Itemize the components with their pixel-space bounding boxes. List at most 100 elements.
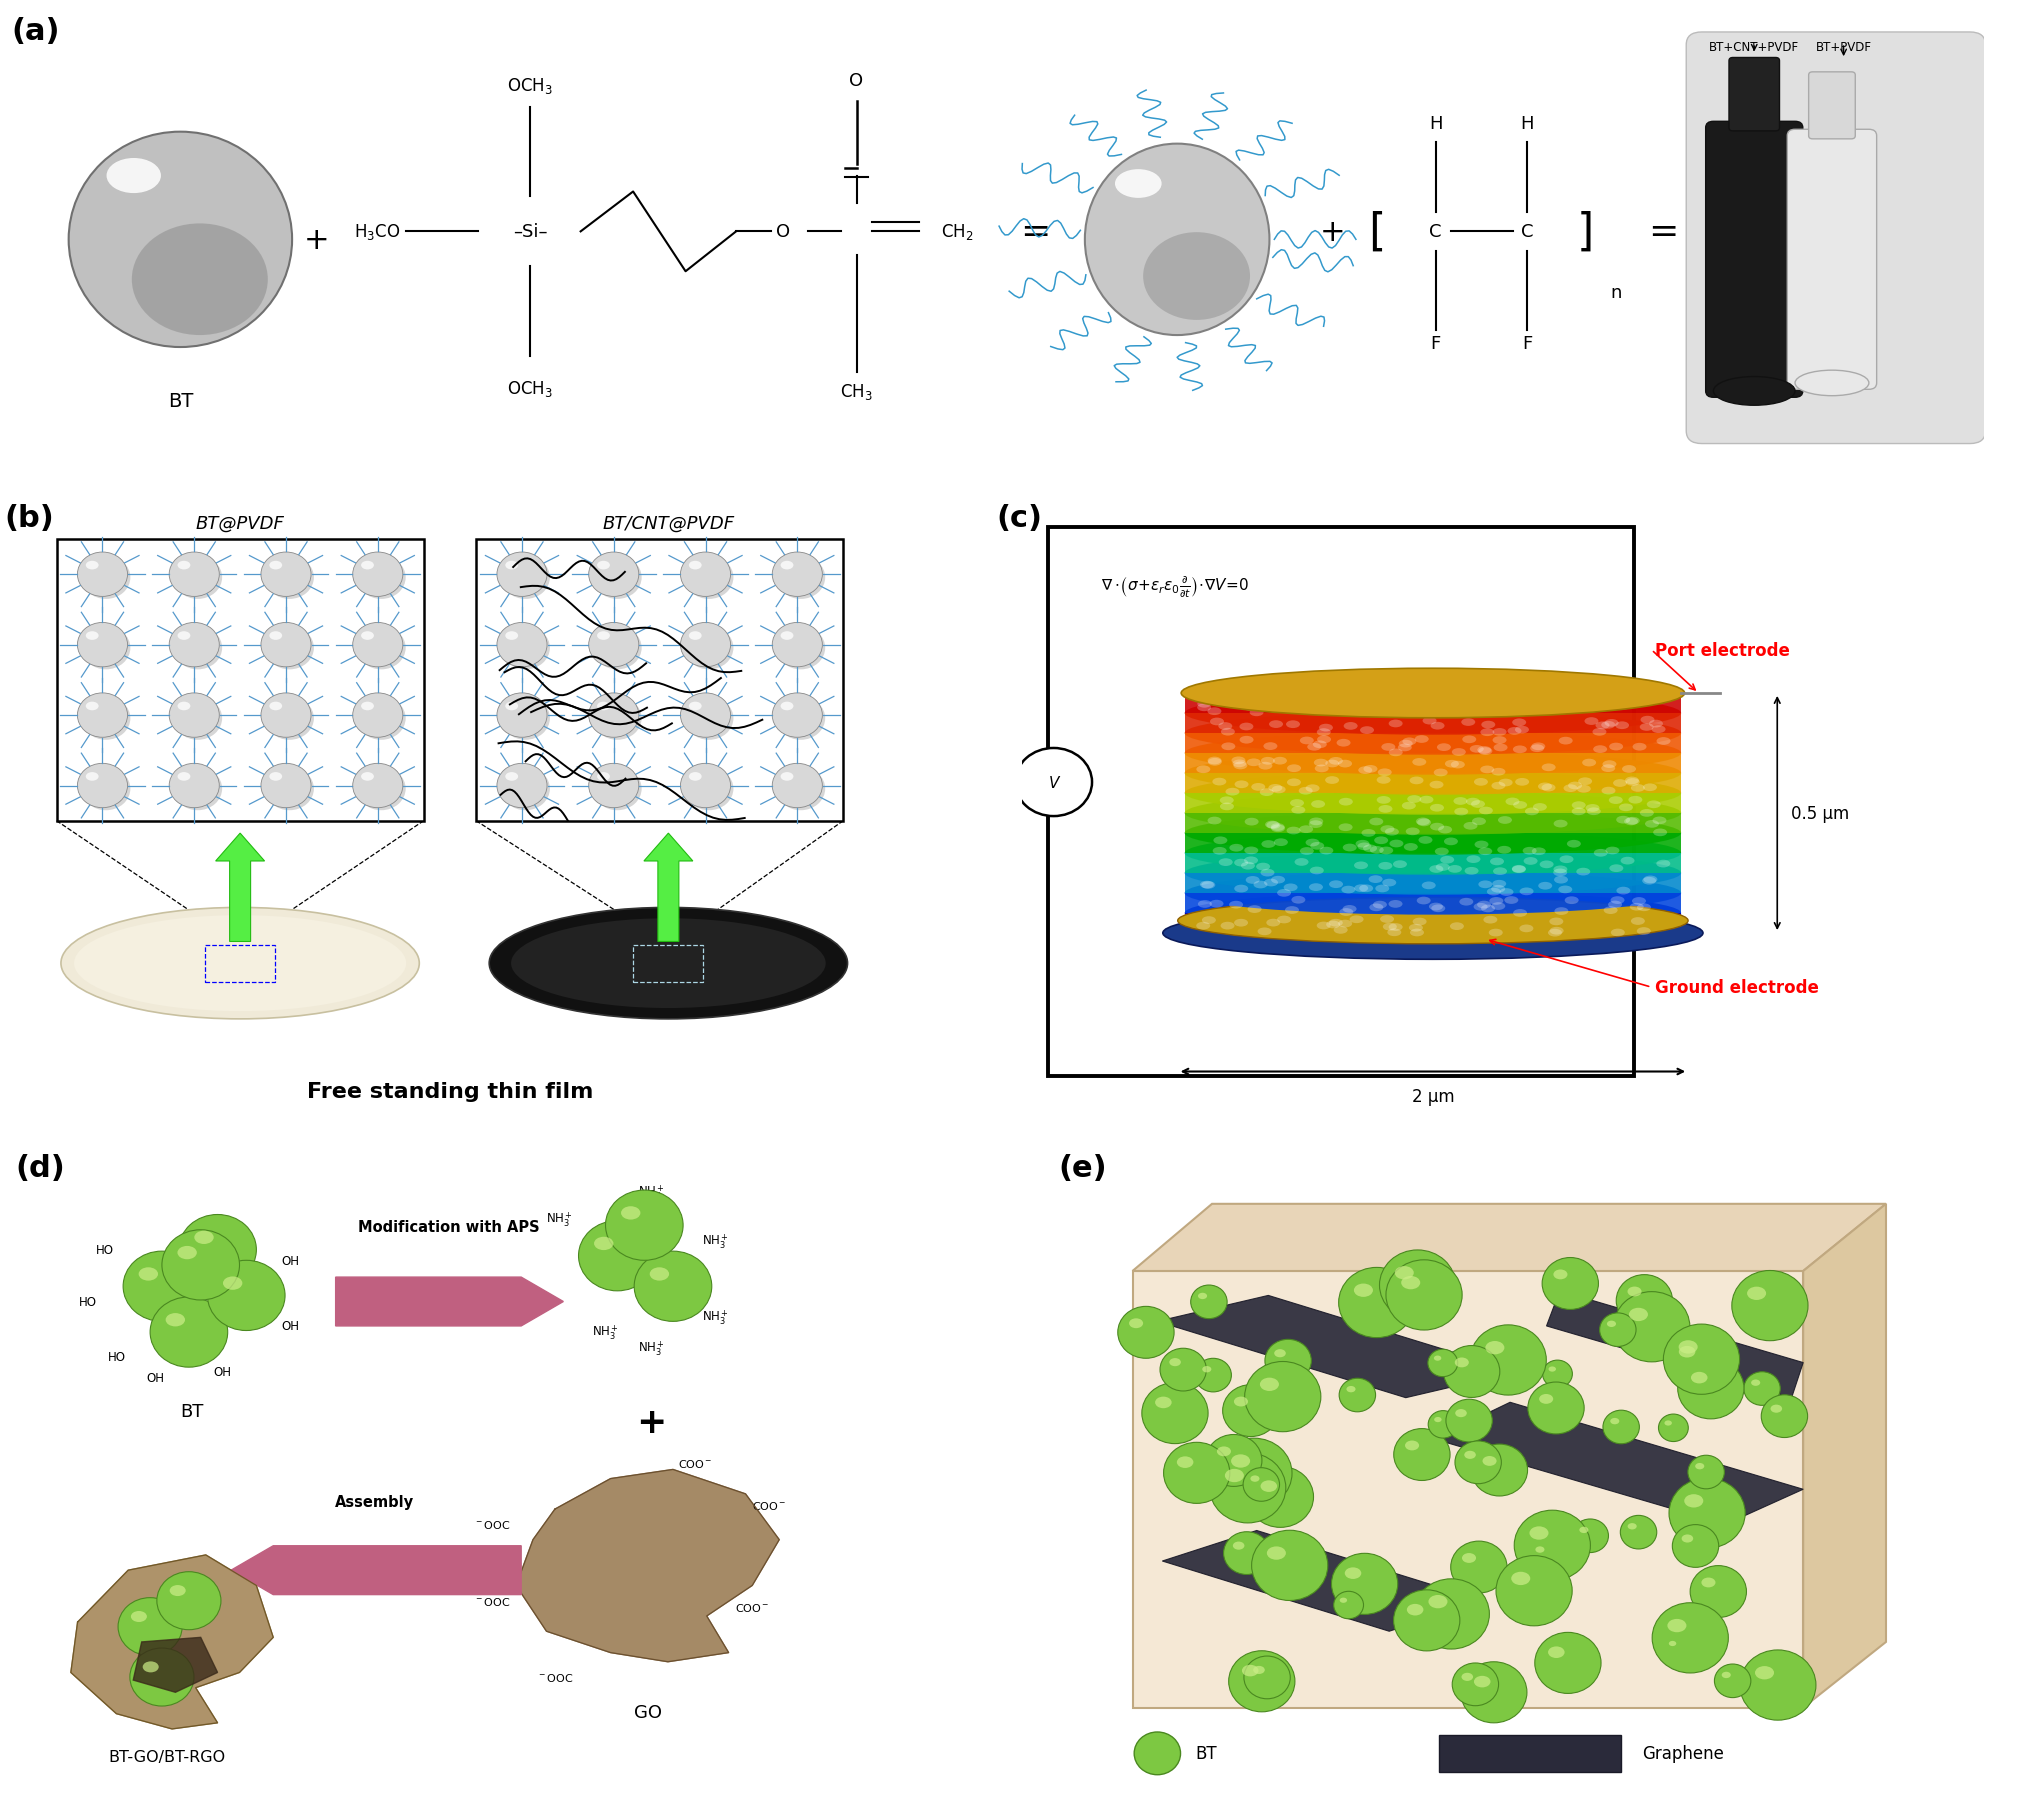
Text: $^-$OOC: $^-$OOC <box>473 1596 510 1606</box>
Ellipse shape <box>1291 897 1305 904</box>
Ellipse shape <box>356 697 405 740</box>
Ellipse shape <box>1568 782 1582 791</box>
Text: CH$_3$: CH$_3$ <box>840 381 872 403</box>
Ellipse shape <box>1515 726 1527 735</box>
Ellipse shape <box>1689 1372 1707 1384</box>
Ellipse shape <box>1378 863 1392 870</box>
Ellipse shape <box>1477 747 1491 754</box>
Ellipse shape <box>1491 736 1505 744</box>
Ellipse shape <box>777 767 825 810</box>
Ellipse shape <box>1163 1442 1230 1504</box>
Ellipse shape <box>1349 915 1364 924</box>
Bar <box>1183 794 1681 814</box>
Ellipse shape <box>360 702 374 711</box>
Ellipse shape <box>1459 899 1473 906</box>
Ellipse shape <box>194 1231 214 1244</box>
Ellipse shape <box>1477 747 1491 756</box>
Ellipse shape <box>1181 670 1683 718</box>
Ellipse shape <box>1264 821 1279 828</box>
Bar <box>1183 774 1681 794</box>
Text: H$_3$CO: H$_3$CO <box>354 222 401 242</box>
Ellipse shape <box>1677 1341 1697 1354</box>
Ellipse shape <box>1218 859 1232 866</box>
Ellipse shape <box>178 773 190 782</box>
Ellipse shape <box>1141 1383 1208 1444</box>
Ellipse shape <box>1416 818 1428 827</box>
FancyBboxPatch shape <box>30 4 1989 495</box>
Ellipse shape <box>1542 1258 1598 1310</box>
Ellipse shape <box>1677 1357 1744 1419</box>
Ellipse shape <box>680 693 730 738</box>
FancyBboxPatch shape <box>1705 123 1802 399</box>
Ellipse shape <box>1465 798 1479 807</box>
Ellipse shape <box>688 561 702 570</box>
Ellipse shape <box>688 773 702 782</box>
Ellipse shape <box>773 623 821 668</box>
Ellipse shape <box>1754 1666 1774 1679</box>
Ellipse shape <box>1584 718 1598 726</box>
Ellipse shape <box>265 626 314 670</box>
Ellipse shape <box>1115 170 1161 199</box>
Ellipse shape <box>1523 809 1537 816</box>
Ellipse shape <box>1600 722 1614 729</box>
Ellipse shape <box>1289 800 1303 807</box>
Ellipse shape <box>1578 1527 1588 1532</box>
Ellipse shape <box>1535 1547 1544 1552</box>
Ellipse shape <box>360 561 374 570</box>
Ellipse shape <box>1337 760 1351 769</box>
Ellipse shape <box>174 697 223 740</box>
Ellipse shape <box>1198 700 1210 708</box>
Ellipse shape <box>1531 803 1546 812</box>
Ellipse shape <box>1224 1532 1268 1574</box>
Ellipse shape <box>356 556 405 599</box>
Ellipse shape <box>1542 1361 1572 1388</box>
Text: Modification with APS: Modification with APS <box>358 1220 540 1235</box>
Ellipse shape <box>1325 776 1339 785</box>
Ellipse shape <box>265 697 314 740</box>
Ellipse shape <box>1624 818 1639 825</box>
Ellipse shape <box>1471 801 1485 809</box>
Ellipse shape <box>1398 744 1412 753</box>
Ellipse shape <box>1491 902 1505 910</box>
Ellipse shape <box>597 773 609 782</box>
Ellipse shape <box>170 764 218 809</box>
Ellipse shape <box>1317 922 1329 930</box>
Text: OCH$_3$: OCH$_3$ <box>508 76 552 96</box>
Ellipse shape <box>1770 1404 1780 1413</box>
Ellipse shape <box>579 1220 655 1291</box>
Ellipse shape <box>1287 827 1301 836</box>
Ellipse shape <box>265 767 314 810</box>
Ellipse shape <box>1540 861 1554 868</box>
Ellipse shape <box>1564 897 1578 904</box>
Ellipse shape <box>1608 744 1622 751</box>
Ellipse shape <box>69 132 291 348</box>
Ellipse shape <box>1268 785 1283 792</box>
Text: NH$_3^+$: NH$_3^+$ <box>593 1323 619 1341</box>
Ellipse shape <box>174 556 223 599</box>
Ellipse shape <box>81 556 129 599</box>
Polygon shape <box>1133 1204 1885 1271</box>
Ellipse shape <box>1159 1348 1206 1392</box>
Ellipse shape <box>1453 798 1467 805</box>
Ellipse shape <box>1584 805 1598 812</box>
Ellipse shape <box>1319 847 1333 856</box>
Ellipse shape <box>1357 767 1372 774</box>
FancyBboxPatch shape <box>475 540 844 821</box>
Ellipse shape <box>1713 1664 1750 1699</box>
Ellipse shape <box>1450 749 1465 756</box>
Ellipse shape <box>1647 801 1661 809</box>
Ellipse shape <box>1641 717 1653 724</box>
Ellipse shape <box>1604 847 1618 856</box>
Ellipse shape <box>1444 1399 1491 1442</box>
Ellipse shape <box>85 773 99 782</box>
Ellipse shape <box>1378 769 1392 776</box>
Ellipse shape <box>1428 902 1442 912</box>
Ellipse shape <box>1311 801 1325 809</box>
Ellipse shape <box>1554 819 1568 828</box>
Ellipse shape <box>261 552 312 597</box>
Ellipse shape <box>1353 863 1368 870</box>
Ellipse shape <box>131 224 267 336</box>
Ellipse shape <box>1649 720 1663 727</box>
Ellipse shape <box>1183 852 1681 895</box>
Polygon shape <box>1432 1402 1802 1525</box>
